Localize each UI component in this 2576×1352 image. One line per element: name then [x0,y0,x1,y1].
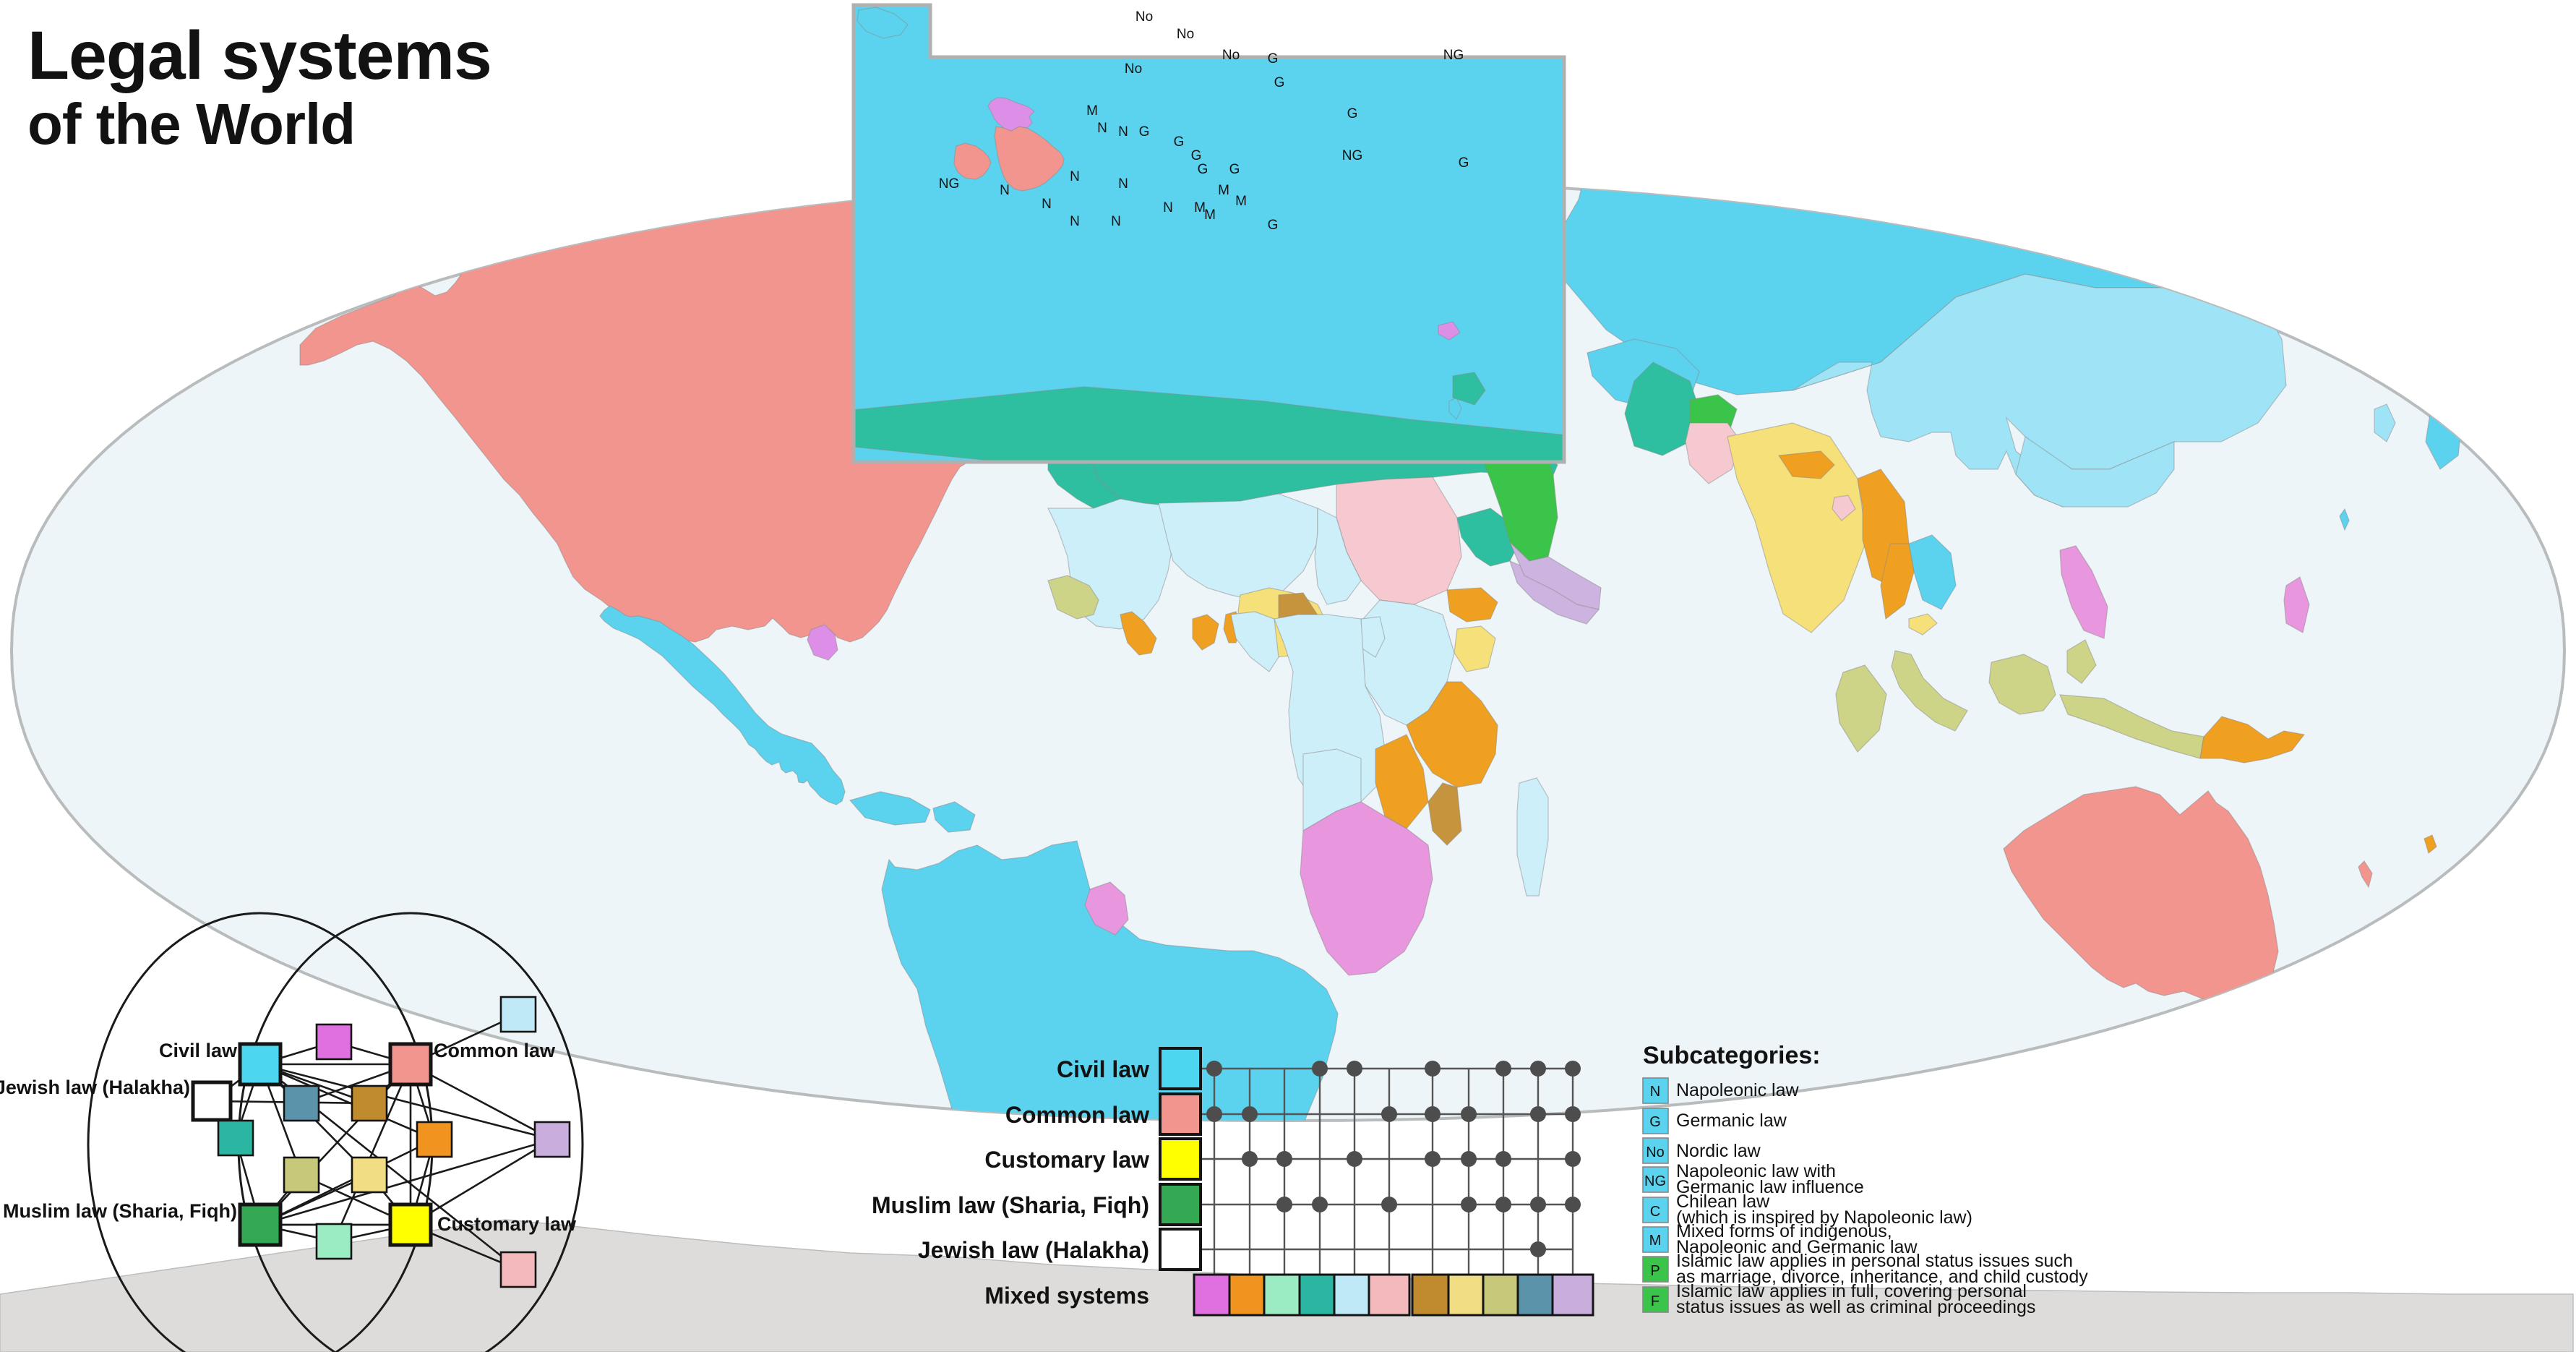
svg-text:G: G [1139,124,1150,140]
svg-text:Germanic law: Germanic law [1676,1111,1787,1131]
svg-text:Nordic law: Nordic law [1676,1141,1761,1161]
svg-text:N: N [1070,169,1080,184]
svg-text:Jewish law (Halakha): Jewish law (Halakha) [918,1237,1149,1263]
svg-text:No: No [1222,48,1240,63]
svg-text:F: F [1651,1293,1660,1309]
svg-text:N: N [1042,197,1052,212]
svg-text:Civil law: Civil law [1057,1056,1149,1082]
svg-text:G: G [1347,106,1358,121]
svg-text:N: N [1097,121,1107,136]
svg-text:G: G [1274,75,1285,90]
svg-text:G: G [1229,162,1240,177]
svg-text:N: N [1650,1084,1660,1100]
newzealand2 [2523,827,2533,849]
svg-text:M: M [1235,194,1247,209]
svg-text:NG: NG [1443,48,1464,63]
svg-text:M: M [1649,1233,1662,1249]
svg-text:G: G [1174,134,1185,150]
svg-text:Subcategories:: Subcategories: [1643,1042,1821,1069]
svg-text:C: C [1650,1204,1660,1220]
svg-text:N: N [1118,176,1128,192]
svg-text:No: No [1125,61,1142,77]
svg-text:G: G [1649,1114,1661,1130]
svg-text:Napoleonic law: Napoleonic law [1676,1080,1799,1100]
svg-text:NG: NG [1644,1173,1666,1189]
svg-text:Mixed systems: Mixed systems [984,1283,1149,1309]
svg-text:N: N [1070,214,1080,229]
svg-text:M: M [1218,183,1229,198]
svg-text:Common law: Common law [434,1040,556,1061]
svg-text:Muslim law (Sharia, Fiqh): Muslim law (Sharia, Fiqh) [3,1200,237,1222]
svg-text:No: No [1177,27,1194,42]
svg-text:P: P [1650,1263,1660,1279]
svg-text:status issues as well as crimi: status issues as well as criminal procee… [1676,1297,2035,1317]
svg-text:Common law: Common law [1005,1102,1149,1128]
svg-text:G: G [1459,155,1469,171]
svg-text:Civil law: Civil law [159,1040,238,1061]
svg-text:NG: NG [939,176,960,192]
svg-text:G: G [1198,162,1208,177]
svg-text:Jewish law (Halakha): Jewish law (Halakha) [0,1077,190,1098]
svg-text:NG: NG [1342,148,1363,163]
svg-text:G: G [1268,51,1279,67]
svg-text:No: No [1135,9,1153,25]
svg-text:Customary law: Customary law [984,1147,1149,1173]
svg-text:N: N [1163,200,1173,215]
svg-text:N: N [1118,124,1128,140]
svg-text:No: No [1646,1145,1665,1160]
svg-text:M: M [1086,103,1098,119]
svg-text:G: G [1268,218,1279,233]
svg-text:N: N [1000,183,1010,198]
svg-text:N: N [1111,214,1121,229]
svg-text:Customary law: Customary law [437,1213,577,1235]
svg-text:Muslim law (Sharia, Fiqh): Muslim law (Sharia, Fiqh) [872,1192,1149,1218]
svg-text:M: M [1204,207,1216,223]
svg-text:G: G [1191,148,1202,163]
